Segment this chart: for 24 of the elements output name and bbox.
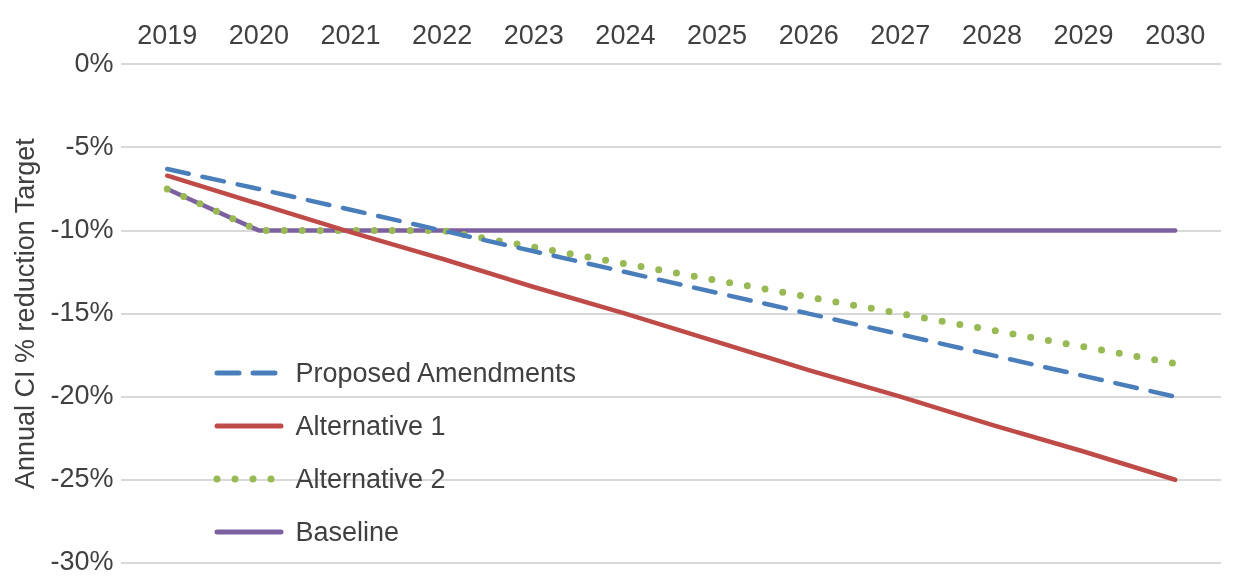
y-axis-title: Annual CI % reduction Target xyxy=(9,137,40,489)
x-tick-label: 2028 xyxy=(961,19,1022,50)
x-tick-label: 2021 xyxy=(320,19,381,50)
x-tick-label: 2030 xyxy=(1145,19,1206,50)
x-tick-label: 2025 xyxy=(686,19,748,50)
legend-label: Alternative 1 xyxy=(295,410,446,442)
x-tick-label: 2023 xyxy=(503,19,564,50)
legend-label: Alternative 2 xyxy=(295,463,446,495)
x-tick-label: 2020 xyxy=(228,19,289,50)
x-tick-label: 2022 xyxy=(412,19,473,50)
y-tick-label: 0% xyxy=(74,47,114,78)
y-tick-label: -20% xyxy=(50,380,114,411)
x-tick-label: 2019 xyxy=(137,19,198,50)
x-tick-label: 2029 xyxy=(1053,19,1114,50)
legend-label: Baseline xyxy=(295,516,399,548)
x-tick-label: 2027 xyxy=(870,19,931,50)
y-tick-label: -25% xyxy=(50,463,114,494)
legend-label: Proposed Amendments xyxy=(295,357,577,389)
x-tick-label: 2024 xyxy=(595,19,656,50)
x-tick-label: 2026 xyxy=(778,19,839,50)
y-tick-label: -10% xyxy=(50,213,114,244)
y-tick-label: -15% xyxy=(50,297,114,328)
y-tick-label: -5% xyxy=(65,130,114,161)
y-tick-label: -30% xyxy=(50,546,114,577)
